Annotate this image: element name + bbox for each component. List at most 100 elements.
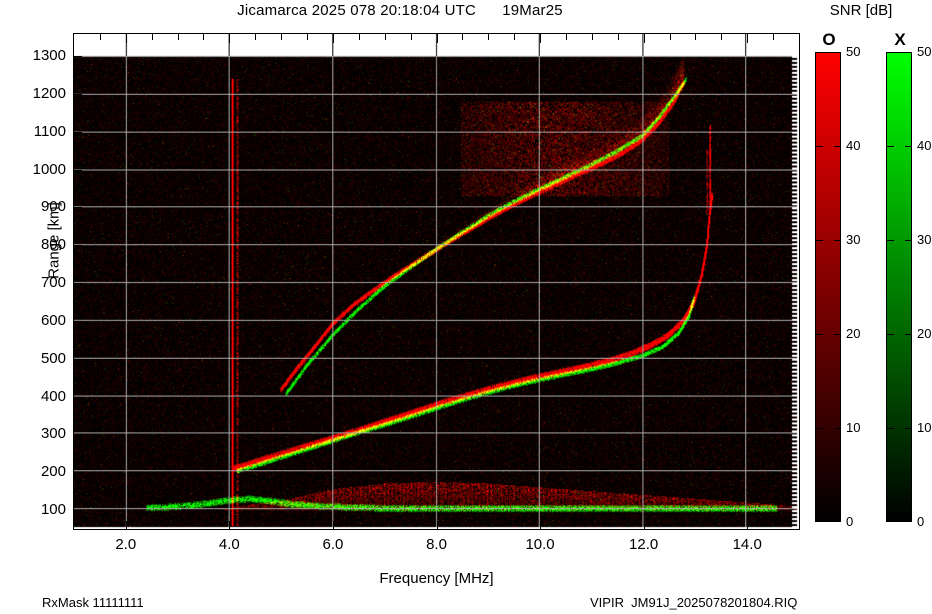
x-tick-mark-bottom xyxy=(229,521,230,530)
colorbar-x-tick xyxy=(887,428,894,429)
colorbar-x-tick xyxy=(905,334,912,335)
file-info-label: VIPIR JM91J_2025078201804.RIQ xyxy=(590,595,798,610)
y-tick-mark xyxy=(73,56,82,57)
colorbar-x-tick xyxy=(905,146,912,147)
x-tick-label: 6.0 xyxy=(322,536,344,553)
y-tick-minor xyxy=(73,75,79,76)
x-tick-mark xyxy=(437,34,438,43)
y-tick-label: 100 xyxy=(40,501,66,519)
x-tick-minor xyxy=(411,34,412,40)
y-tick-mark xyxy=(73,472,82,473)
colorbar-x-tick-label: 50 xyxy=(917,44,932,59)
page-title: Jicamarca 2025 078 20:18:04 UTC 19Mar25 xyxy=(237,2,563,19)
y-tick-label: 800 xyxy=(40,236,66,254)
y-tick-mark xyxy=(73,510,82,511)
x-tick-minor xyxy=(178,34,179,40)
x-tick-minor xyxy=(385,34,386,40)
x-tick-minor xyxy=(307,34,308,40)
rxmask-label: RxMask 11111111 xyxy=(42,595,144,610)
y-tick-label: 700 xyxy=(40,274,66,292)
x-tick-minor xyxy=(462,34,463,40)
x-tick-minor xyxy=(359,34,360,40)
ionogram-plot-area xyxy=(73,33,800,530)
y-tick-minor xyxy=(73,491,79,492)
colorbar-x-tick-label: 20 xyxy=(917,326,932,341)
y-tick-minor xyxy=(73,151,79,152)
y-tick-label: 600 xyxy=(40,311,66,329)
y-tick-mark xyxy=(73,207,82,208)
x-tick-minor xyxy=(281,34,282,40)
colorbar-x-tick-label: 30 xyxy=(917,232,932,247)
y-tick-mark xyxy=(73,434,82,435)
ionogram-canvas xyxy=(74,34,799,529)
colorbar-x-tick xyxy=(887,146,894,147)
x-tick-label: 2.0 xyxy=(115,536,137,553)
y-tick-label: 400 xyxy=(40,387,66,405)
x-tick-label: 14.0 xyxy=(732,536,762,553)
colorbar-o-gradient xyxy=(815,52,841,522)
colorbar-o-tick xyxy=(834,334,841,335)
x-tick-minor xyxy=(695,34,696,40)
y-tick-label: 300 xyxy=(40,425,66,443)
y-tick-mark xyxy=(73,359,82,360)
y-tick-label: 200 xyxy=(40,463,66,481)
colorbar-o-tick-label: 50 xyxy=(846,44,861,59)
colorbar-o-tick xyxy=(834,240,841,241)
colorbar-o-tick-label: 30 xyxy=(846,232,861,247)
y-tick-mark xyxy=(73,397,82,398)
y-tick-mark xyxy=(73,170,82,171)
x-tick-mark xyxy=(229,34,230,43)
y-tick-minor xyxy=(73,340,79,341)
y-tick-minor xyxy=(73,415,79,416)
colorbar-o-tick xyxy=(816,146,823,147)
x-axis-label: Frequency [MHz] xyxy=(379,570,494,587)
y-tick-minor xyxy=(73,188,79,189)
x-tick-minor xyxy=(592,34,593,40)
colorbar-o-tick xyxy=(816,428,823,429)
colorbar-o-tick xyxy=(834,428,841,429)
y-tick-minor xyxy=(73,226,79,227)
x-tick-mark-bottom xyxy=(644,521,645,530)
y-tick-mark xyxy=(73,245,82,246)
y-tick-mark xyxy=(73,94,82,95)
colorbar-o-tick-label: 20 xyxy=(846,326,861,341)
colorbar-o-tick xyxy=(834,146,841,147)
x-tick-label: 12.0 xyxy=(629,536,659,553)
colorbar-o-tick-label: 0 xyxy=(846,514,854,529)
x-tick-mark-bottom xyxy=(540,521,541,530)
colorbar-x-tick xyxy=(887,240,894,241)
y-tick-mark xyxy=(73,132,82,133)
y-tick-minor xyxy=(73,453,79,454)
colorbar-x-tick xyxy=(905,240,912,241)
y-tick-minor xyxy=(73,264,79,265)
x-tick-minor xyxy=(255,34,256,40)
x-tick-minor xyxy=(618,34,619,40)
x-tick-minor xyxy=(488,34,489,40)
y-tick-label: 1200 xyxy=(32,84,66,102)
y-tick-mark xyxy=(73,283,82,284)
x-tick-mark-bottom xyxy=(126,521,127,530)
y-tick-label: 1300 xyxy=(32,47,66,64)
x-tick-mark xyxy=(644,34,645,43)
colorbar-o-tick-label: 10 xyxy=(846,420,861,435)
x-tick-mark xyxy=(540,34,541,43)
x-tick-minor xyxy=(566,34,567,40)
colorbar-o-tick xyxy=(816,334,823,335)
y-tick-label: 1100 xyxy=(33,122,66,140)
x-tick-minor xyxy=(773,34,774,40)
x-tick-mark-bottom xyxy=(333,521,334,530)
colorbar-x-tick-label: 40 xyxy=(917,138,932,153)
x-tick-minor xyxy=(721,34,722,40)
x-tick-minor xyxy=(100,34,101,40)
y-tick-minor xyxy=(73,113,79,114)
colorbar-x-tick xyxy=(887,334,894,335)
colorbar-o-label: O xyxy=(822,30,836,49)
x-tick-minor xyxy=(670,34,671,40)
colorbar-x-tick-label: 10 xyxy=(917,420,932,435)
colorbar-x-label: X xyxy=(894,30,906,49)
y-tick-label: 900 xyxy=(40,198,66,216)
y-tick-minor xyxy=(73,378,79,379)
x-tick-label: 10.0 xyxy=(525,536,555,553)
y-tick-minor xyxy=(73,302,79,303)
x-tick-mark-bottom xyxy=(437,521,438,530)
